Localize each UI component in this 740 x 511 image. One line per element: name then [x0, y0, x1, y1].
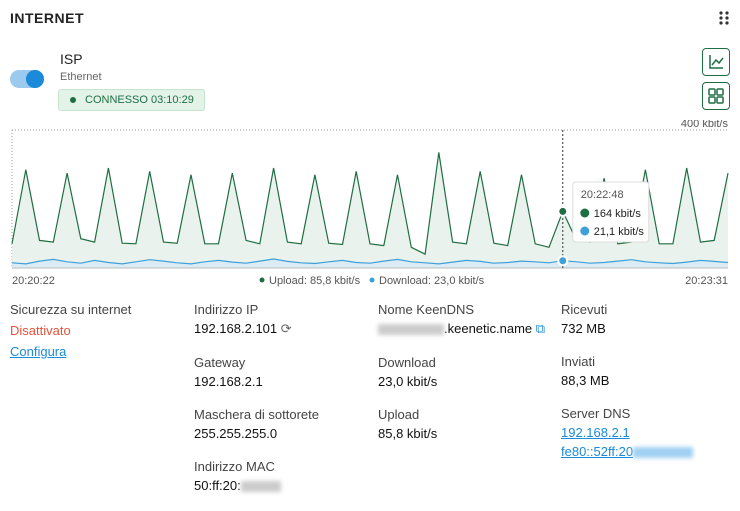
configure-link[interactable]: Configura	[10, 344, 67, 359]
value: 23,0 kbit/s	[378, 374, 438, 389]
copy-icon[interactable]: ⧉	[535, 321, 546, 336]
toggle[interactable]	[10, 70, 44, 88]
label: Server DNS	[561, 406, 631, 421]
value: fe80::52ff:20	[561, 444, 634, 459]
page: {"header":{"title":"INTERNET"}, "connect…	[10, 10, 730, 493]
legend-label: Upload: 85,8 kbit/s	[269, 275, 361, 287]
label: Indirizzo IP	[194, 302, 259, 317]
grid-button[interactable]	[702, 82, 730, 110]
chart-button[interactable]	[702, 48, 730, 76]
tooltip-time: 20:22:48	[581, 189, 624, 201]
menu[interactable]	[718, 10, 730, 26]
area	[12, 152, 728, 268]
hover-point	[557, 205, 569, 217]
conn-name: ISP	[60, 51, 83, 67]
label: Sicurezza su internet	[10, 302, 132, 317]
tooltip-download: 21,1 kbit/s	[594, 226, 645, 238]
refresh-icon[interactable]: ⟳	[280, 321, 292, 336]
tooltip-icon	[580, 226, 590, 236]
title: INTERNET	[10, 10, 84, 26]
status: CONNESSO 03:10:29	[85, 94, 194, 106]
label: Gateway	[194, 355, 246, 370]
label: Maschera di sottorete	[194, 407, 320, 422]
traffic-chart: 400 kbit/s 20:22:48 164 kbit/s 21,1 kbit/s 2…	[11, 120, 729, 287]
value: 192.168.2.101	[194, 321, 278, 336]
legend-dot	[369, 277, 375, 283]
col-network: Indirizzo IP 192.168.2.101 ⟳ Gateway 192.1…	[194, 302, 319, 511]
status-badge: CONNESSO 03:10:29	[58, 89, 205, 111]
security-status: Disattivato	[10, 323, 71, 338]
value: 732 MB	[561, 321, 606, 336]
value: 88,3 MB	[561, 373, 610, 388]
hover-point	[557, 255, 569, 267]
label: Inviati	[561, 354, 595, 369]
value: 85,8 kbit/s	[378, 426, 438, 441]
col-dns: Nome KeenDNS .keenetic.name ⧉ Download 23,…	[378, 302, 545, 459]
dns-link[interactable]: fe80::52ff:20	[561, 444, 694, 459]
label: Nome KeenDNS	[378, 302, 475, 317]
tooltip-upload: 164 kbit/s	[594, 208, 642, 220]
legend-label: Download: 23,0 kbit/s	[379, 275, 485, 287]
value: 192.168.2.1	[194, 374, 263, 389]
label: Indirizzo MAC	[194, 459, 275, 474]
value: 255.255.255.0	[194, 426, 278, 441]
line	[11, 258, 729, 265]
col-traffic: Ricevuti 732 MB Inviati 88,3 MB Server DNS…	[561, 302, 694, 477]
label: Download	[378, 355, 436, 370]
tooltip-icon	[580, 208, 590, 218]
label: Upload	[378, 407, 420, 422]
tooltip	[572, 181, 650, 243]
conn-type: Ethernet	[60, 71, 102, 83]
legend-dot	[259, 277, 265, 283]
x-end: 20:23:31	[685, 275, 728, 287]
value: .keenetic.name	[444, 321, 533, 336]
label: Ricevuti	[561, 302, 608, 317]
dns-link[interactable]: 192.168.2.1	[561, 425, 630, 440]
value: 50:ff:20:	[194, 478, 241, 493]
y-tick-label: 400 kbit/s	[681, 120, 729, 130]
x-start: 20:20:22	[12, 275, 55, 287]
col-security: Sicurezza su internet Disattivato Config…	[10, 302, 131, 359]
